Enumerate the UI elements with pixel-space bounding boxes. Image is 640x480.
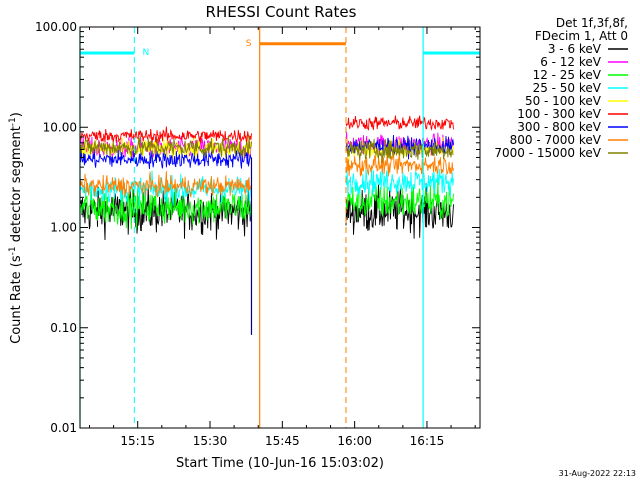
y-axis-label-sup2: -1: [8, 117, 18, 126]
marker-2-label: S: [246, 39, 252, 49]
legend-entry-1: 3 - 6 keV: [548, 42, 602, 56]
y-tick-label-4: 10.00: [43, 120, 77, 134]
y-axis-label: Count Rate (s-1 detector segment-1): [8, 112, 24, 344]
x-tick-label-3: 15:45: [265, 434, 300, 448]
series-line-8-segment-1: [79, 171, 252, 199]
series-line-7-segment-1: [79, 147, 252, 170]
x-tick-label-4: 16:00: [337, 434, 372, 448]
legend-entry-5: 50 - 100 keV: [525, 94, 602, 108]
legend-entry-8: 800 - 7000 keV: [510, 133, 602, 147]
legend-header-1: Det 1f,3f,8f,: [556, 16, 628, 30]
x-tick-label-2: 15:30: [193, 434, 228, 448]
y-axis-label-end: ): [9, 112, 24, 117]
series-line-9-segment-2: [345, 138, 454, 163]
legend-entry-4: 25 - 50 keV: [533, 81, 602, 95]
x-tick-label-5: 16:15: [410, 434, 445, 448]
y-tick-label-5: 100.00: [35, 20, 77, 34]
marker-1-label: N: [143, 48, 150, 58]
series-line-8-segment-2: [345, 151, 454, 179]
legend-entry-7: 300 - 800 keV: [517, 120, 601, 134]
series-line-3-segment-1: [79, 187, 252, 230]
series-line-5-segment-1: [79, 135, 252, 162]
legend-entry-3: 12 - 25 keV: [533, 68, 602, 82]
legend-entry-2: 6 - 12 keV: [540, 55, 602, 69]
series-line-3-segment-2: [345, 178, 454, 220]
y-tick-label-3: 1.00: [50, 221, 77, 235]
series-line-1-segment-2: [345, 183, 454, 239]
legend-header-2: FDecim 1, Att 0: [535, 29, 628, 43]
series-line-6-segment-2: [345, 115, 454, 131]
y-axis-label-mid: detector segment: [9, 126, 24, 246]
y-axis-label-main: Count Rate (s: [9, 255, 24, 344]
series-layer: [79, 115, 454, 335]
x-tick-label-1: 15:15: [120, 434, 155, 448]
y-axis-label-sup1: -1: [8, 246, 18, 255]
series-line-6-segment-1: [79, 126, 252, 145]
chart-title: RHESSI Count Rates: [206, 3, 357, 21]
x-axis-label: Start Time (10-Jun-16 15:03:02): [176, 456, 384, 471]
series-line-9-segment-1: [79, 135, 252, 158]
legend-entry-9: 7000 - 15000 keV: [494, 146, 601, 160]
y-tick-label-1: 0.01: [50, 421, 77, 435]
legend-entry-6: 100 - 300 keV: [517, 107, 601, 121]
series-line-4-segment-2: [345, 167, 454, 197]
legend: Det 1f,3f,8f, FDecim 1, Att 0 3 - 6 keV6…: [494, 16, 628, 160]
y-tick-label-2: 0.10: [50, 321, 77, 335]
axis-layer: 15:15 15:30 15:45 16:00 16:15 0.01 0.10 1.00 10.…: [35, 20, 480, 448]
footer-date: 31-Aug-2022 22:13: [559, 469, 636, 478]
